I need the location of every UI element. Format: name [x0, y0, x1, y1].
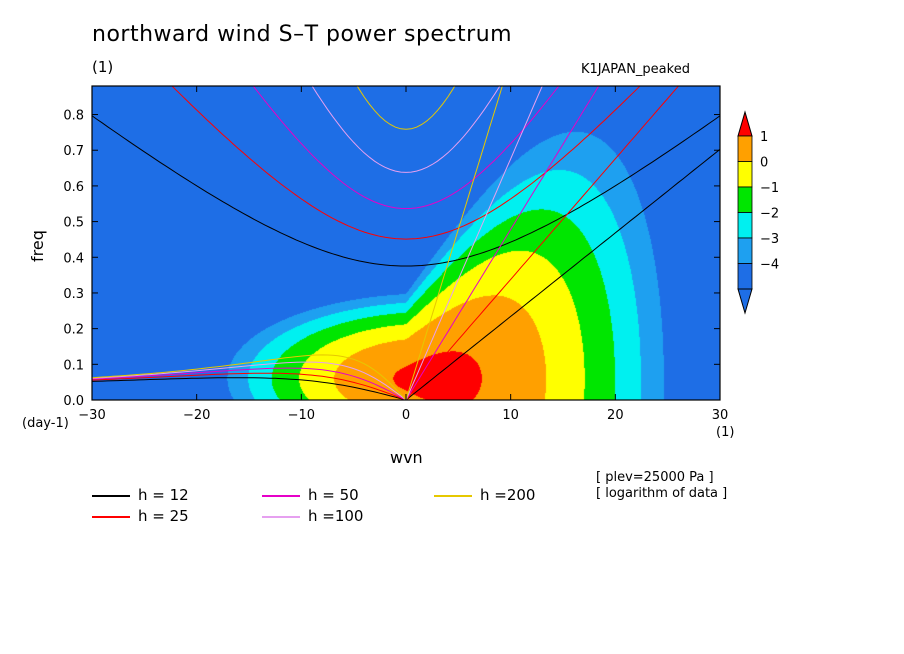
inertio-gravity-curve-h25 — [171, 86, 641, 240]
x-tick-label: 20 — [607, 408, 624, 423]
kelvin-curve-h12 — [405, 148, 720, 400]
legend-label-h12: h = 12 — [138, 486, 189, 504]
chart-title: northward wind S–T power spectrum — [92, 22, 513, 47]
colorbar-label: −2 — [760, 207, 779, 222]
x-tick-label: 0 — [402, 408, 410, 423]
x-axis-label: wvn — [390, 448, 423, 467]
x-tick-label: 30 — [712, 408, 729, 423]
colorbar-swatch — [737, 237, 753, 264]
y-axis-label: freq — [28, 230, 47, 262]
inertio-gravity-curve-h100 — [311, 86, 501, 173]
kelvin-curve-h200 — [405, 86, 503, 400]
x-unit-label: (1) — [716, 425, 735, 440]
y-tick-label: 0.3 — [63, 287, 84, 302]
rossby-curve-h200 — [92, 354, 407, 400]
x-tick-label: −10 — [288, 408, 315, 423]
chart-subtitle-right: K1JAPAN_peaked — [581, 62, 690, 77]
inertio-gravity-curve-h12 — [92, 115, 720, 267]
kelvin-curve-h25 — [405, 86, 680, 400]
colorbar-swatch — [737, 135, 753, 162]
y-unit-label: (day-1) — [22, 416, 69, 431]
colorbar-label: 0 — [760, 156, 768, 171]
x-tick-label: 10 — [502, 408, 519, 423]
legend-line-h25 — [92, 516, 130, 518]
y-tick-label: 0.6 — [63, 180, 84, 195]
annotation-plev: [ plev=25000 Pa ] — [596, 470, 714, 485]
y-tick-label: 0.4 — [63, 251, 84, 266]
colorbar-label: −3 — [760, 232, 779, 247]
colorbar-min-arrow — [737, 288, 753, 315]
legend-label-h25: h = 25 — [138, 507, 189, 525]
spectrum-heatmap — [92, 86, 720, 400]
legend-label-h200: h =200 — [480, 486, 536, 504]
inertio-gravity-curve-h50 — [252, 86, 560, 210]
y-tick-label: 0.8 — [63, 109, 84, 124]
colorbar-max-arrow — [737, 110, 753, 137]
colorbar-label: 1 — [760, 130, 768, 145]
inertio-gravity-curve-h200 — [356, 86, 456, 130]
rossby-curve-h100 — [92, 361, 407, 400]
colorbar-label: −4 — [760, 258, 779, 273]
colorbar-swatch — [737, 263, 753, 290]
legend-line-h50 — [262, 495, 300, 497]
legend-line-h200 — [434, 495, 472, 497]
colorbar-label: −1 — [760, 181, 779, 196]
y-tick-label: 0.2 — [63, 323, 84, 338]
legend-label-h100: h =100 — [308, 507, 364, 525]
rossby-curve-h50 — [92, 367, 407, 400]
legend-line-h100 — [262, 516, 300, 518]
kelvin-curve-h50 — [405, 86, 600, 400]
colorbar-swatch — [737, 186, 753, 213]
y-tick-label: 0.7 — [63, 144, 84, 159]
y-tick-label: 0.5 — [63, 216, 84, 231]
colorbar-swatch — [737, 161, 753, 188]
rossby-curve-h12 — [92, 377, 407, 400]
y-tick-label: 0.0 — [63, 394, 84, 409]
chart-subtitle-left: (1) — [92, 58, 114, 76]
legend-label-h50: h = 50 — [308, 486, 359, 504]
colorbar: 1 0 −1 −2 −3 −4 — [737, 110, 779, 315]
colorbar-swatch — [737, 212, 753, 239]
y-tick-label: 0.1 — [63, 358, 84, 373]
axis-ticks: −30 −20 −10 0 10 20 30 0.0 0.1 0.2 0.3 0.4 0.5 0.6 0.7… — [63, 86, 728, 423]
legend-line-h12 — [92, 495, 130, 497]
kelvin-curve-h100 — [405, 86, 543, 400]
x-tick-label: −30 — [78, 408, 105, 423]
dispersion-curves — [92, 86, 720, 400]
x-tick-label: −20 — [183, 408, 210, 423]
annotation-log: [ logarithm of data ] — [596, 486, 728, 501]
rossby-curve-h25 — [92, 372, 407, 400]
